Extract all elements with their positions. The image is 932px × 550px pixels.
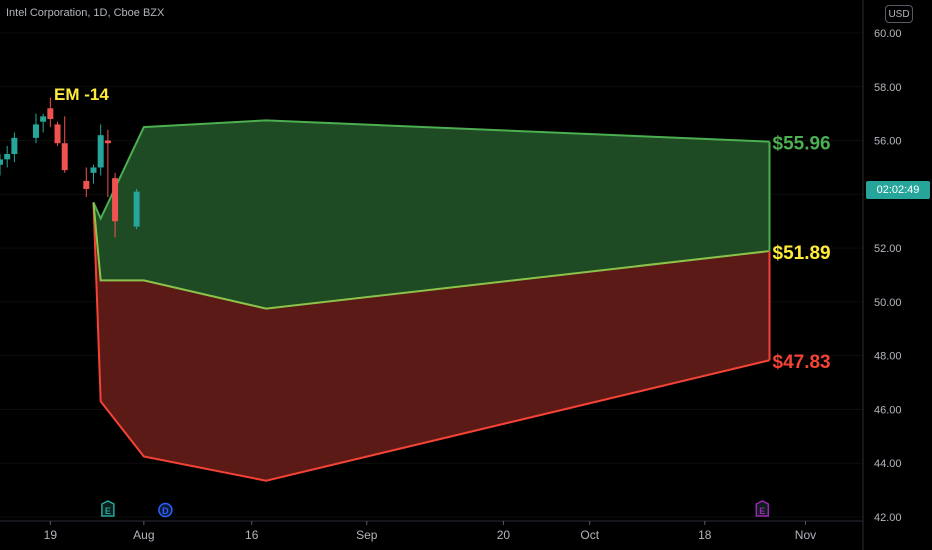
y-tick-label: 58.00 (874, 82, 902, 94)
candle (0, 154, 3, 176)
upper-band-fill (93, 120, 770, 309)
candle (47, 97, 54, 128)
candle-body (47, 108, 54, 120)
candle-body (83, 180, 90, 189)
candle-body (133, 191, 140, 227)
candle (83, 167, 90, 198)
candle-body (11, 137, 18, 154)
band-label: $55.96 (773, 134, 831, 155)
candle-body (0, 159, 3, 165)
x-tick-label: Aug (133, 528, 154, 542)
event-marker-letter: E (105, 506, 111, 516)
candle-body (32, 124, 39, 138)
event-marker[interactable]: D (158, 502, 173, 518)
band-label: $47.83 (773, 352, 831, 373)
mid-band-line (92, 202, 770, 310)
candle-body (61, 143, 68, 171)
x-tick-label: 20 (497, 528, 511, 542)
y-tick-label: 42.00 (874, 512, 902, 524)
expected-move-bands (92, 119, 771, 482)
x-tick-label: Nov (795, 528, 816, 542)
y-tick-label: 48.00 (874, 351, 902, 363)
candle-body (97, 135, 104, 168)
x-tick-label: 19 (44, 528, 58, 542)
candle (32, 113, 39, 144)
y-tick-label: 52.00 (874, 243, 902, 255)
dividend-icon (158, 502, 173, 518)
event-marker-letter: D (162, 506, 169, 516)
x-tick-label: Sep (356, 528, 378, 542)
band-price-labels: $55.96 $51.89 $47.83 (773, 134, 831, 374)
lower-band-fill (93, 202, 770, 481)
currency-badge[interactable]: USD (885, 5, 913, 23)
candle (97, 124, 104, 176)
earnings-icon (101, 500, 115, 517)
event-marker-letter: E (759, 506, 765, 516)
x-tick-label: 16 (245, 528, 259, 542)
earnings-icon (755, 500, 770, 517)
candle-body (104, 140, 111, 144)
countdown-badge: 02:02:49 (866, 181, 930, 199)
candle (61, 116, 68, 173)
candle (54, 121, 61, 146)
y-tick-label: 44.00 (874, 458, 902, 470)
candle (40, 113, 47, 133)
upper-band-line (92, 119, 770, 221)
candle (104, 129, 111, 198)
x-tick-label: Oct (580, 528, 599, 542)
candle-body (90, 167, 97, 173)
time-axis: 19 Aug 16 Sep 20 Oct 18 Nov (44, 521, 816, 542)
candle (112, 172, 119, 238)
candle-body (112, 178, 119, 222)
candle (90, 164, 97, 184)
symbol-title: Intel Corporation, 1D, Cboe BZX (6, 7, 165, 19)
candle-body (54, 124, 61, 144)
y-tick-label: 46.00 (874, 404, 902, 416)
y-tick-label: 60.00 (874, 28, 902, 40)
event-marker[interactable]: E (101, 500, 115, 517)
band-label: $51.89 (773, 243, 831, 264)
candle (133, 188, 140, 230)
lower-band-line (92, 202, 770, 482)
y-tick-label: 56.00 (874, 136, 902, 148)
candle-body (4, 154, 11, 160)
em-annotation: EM -14 (54, 85, 109, 104)
y-tick-label: 50.00 (874, 297, 902, 309)
candle-body (40, 116, 47, 122)
event-marker[interactable]: E (755, 500, 770, 517)
candle (11, 132, 18, 163)
candlestick-series (0, 97, 140, 238)
price-axis: 60.0058.0056.0054.0052.0050.0048.0046.00… (874, 28, 902, 524)
candle (4, 145, 11, 168)
x-tick-label: 18 (698, 528, 712, 542)
